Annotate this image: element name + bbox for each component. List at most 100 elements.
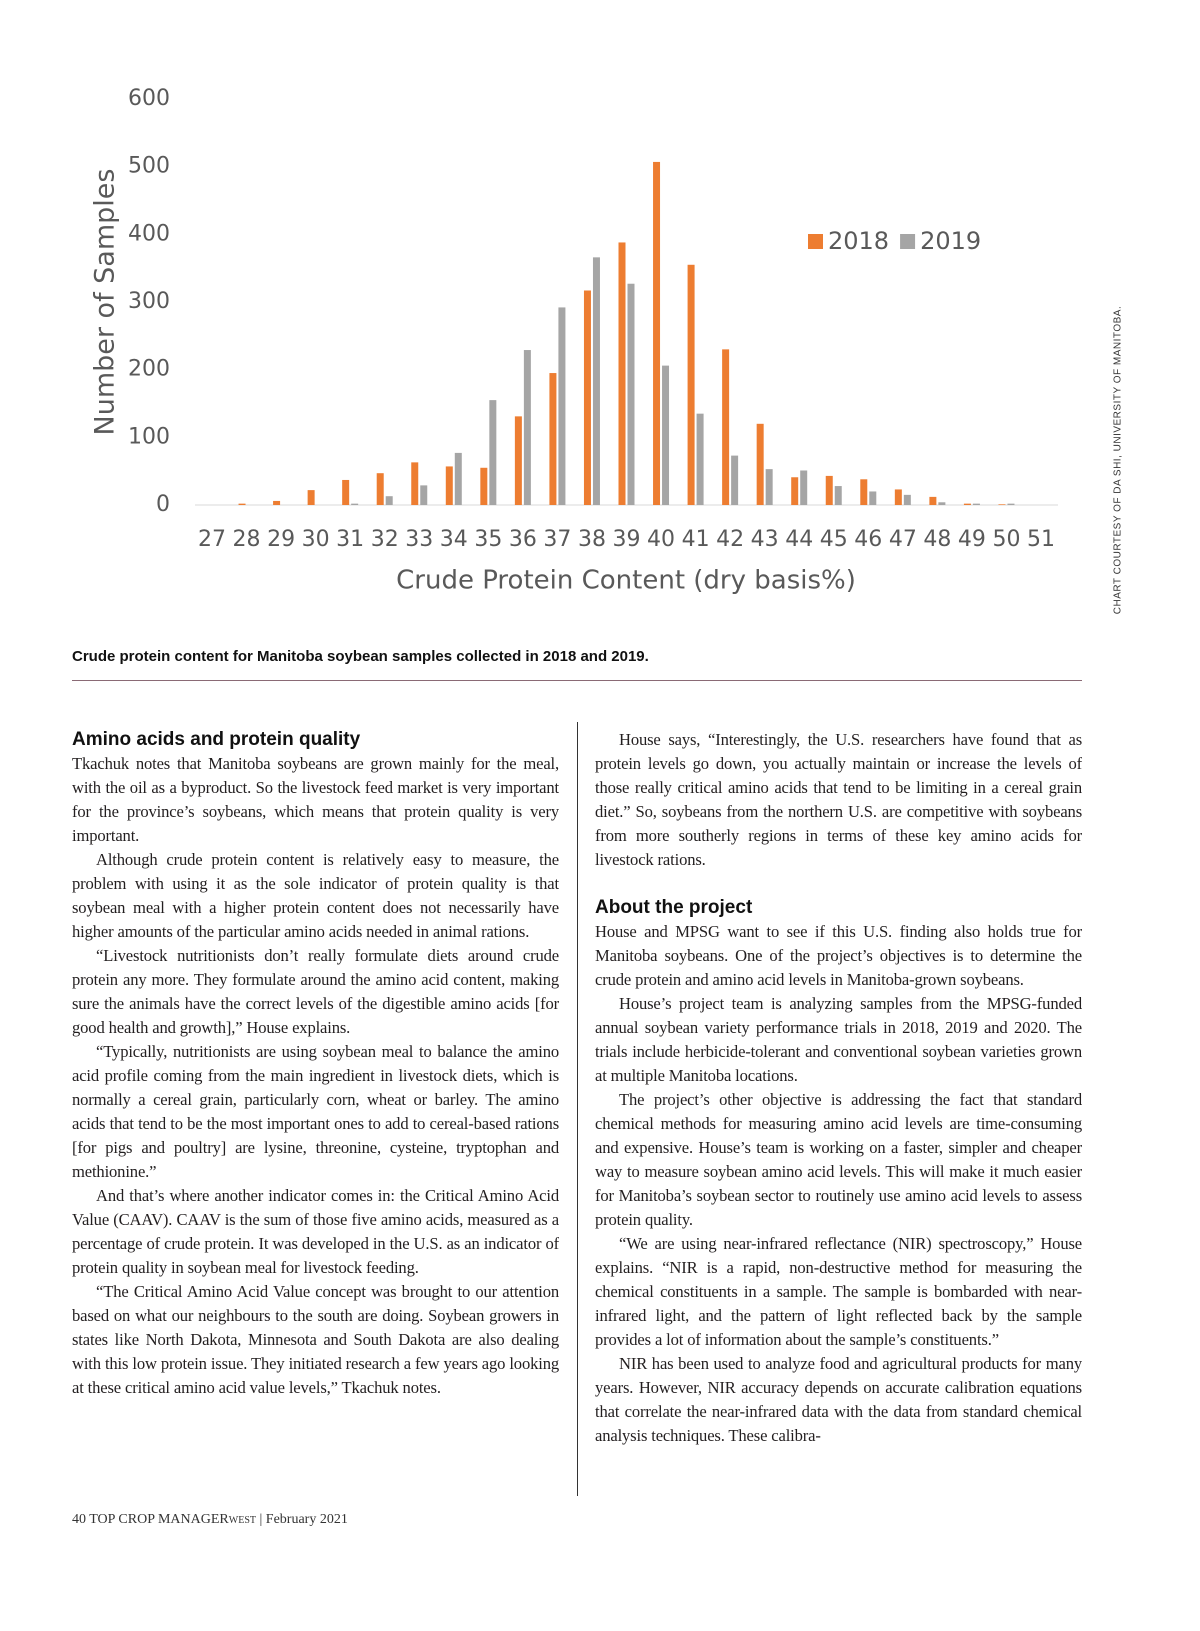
x-tick-label: 51 xyxy=(1027,527,1055,552)
bar xyxy=(489,400,497,505)
bar xyxy=(662,365,670,505)
x-tick-label: 27 xyxy=(198,527,226,552)
bar xyxy=(480,467,488,505)
bar xyxy=(385,496,393,505)
bar xyxy=(731,455,739,505)
footer: 40 TOP CROP MANAGERWEST | February 2021 xyxy=(72,1512,348,1528)
bar xyxy=(963,503,971,505)
bar xyxy=(445,466,453,505)
x-tick-label: 39 xyxy=(613,527,641,552)
paragraph: “Livestock nutritionists don’t really fo… xyxy=(72,946,559,1037)
bar xyxy=(825,475,833,505)
bar xyxy=(722,349,730,505)
bar xyxy=(653,161,661,505)
x-tick-label: 43 xyxy=(751,527,779,552)
bar xyxy=(929,496,937,505)
page-number: 40 xyxy=(72,1512,86,1527)
x-tick-label: 32 xyxy=(371,527,399,552)
paragraph: And that’s where another indicator comes… xyxy=(72,1186,559,1277)
x-tick-label: 46 xyxy=(854,527,882,552)
edition: WEST xyxy=(228,1515,256,1526)
issue: | February 2021 xyxy=(259,1512,348,1527)
paragraph: “We are using near-infrared reflectance … xyxy=(595,1234,1082,1349)
right-column: House says, “Interestingly, the U.S. res… xyxy=(595,728,1082,1498)
x-tick-label: 33 xyxy=(405,527,433,552)
x-tick-label: 50 xyxy=(992,527,1020,552)
y-tick-label: 100 xyxy=(128,424,170,449)
paragraph: House says, “Interestingly, the U.S. res… xyxy=(595,730,1082,869)
bar xyxy=(756,423,764,505)
chart-credit: CHART COURTESY OF DA SHI, UNIVERSITY OF … xyxy=(1112,305,1124,615)
y-tick-label: 500 xyxy=(128,154,170,179)
x-tick-label: 47 xyxy=(889,527,917,552)
x-axis-title: Crude Protein Content (dry basis%) xyxy=(396,566,856,596)
x-tick-label: 41 xyxy=(682,527,710,552)
y-tick-label: 0 xyxy=(156,492,170,517)
bar xyxy=(860,479,868,505)
legend-label: 2018 xyxy=(828,227,889,255)
y-tick-label: 600 xyxy=(128,86,170,111)
y-tick-label: 200 xyxy=(128,357,170,382)
bar xyxy=(523,350,531,505)
magazine: TOP CROP MANAGER xyxy=(89,1512,229,1527)
bar xyxy=(411,462,419,505)
bar xyxy=(592,257,600,505)
legend-swatch xyxy=(808,234,823,249)
y-tick-label: 300 xyxy=(128,289,170,314)
bar xyxy=(972,503,980,505)
x-tick-label: 31 xyxy=(336,527,364,552)
bar xyxy=(549,373,557,505)
caption: Crude protein content for Manitoba soybe… xyxy=(72,648,649,665)
left-column: Amino acids and protein quality Tkachuk … xyxy=(72,728,559,1498)
rule xyxy=(72,680,1082,681)
x-tick-label: 29 xyxy=(267,527,295,552)
bar xyxy=(998,504,1006,505)
bar xyxy=(696,413,704,505)
x-tick-label: 37 xyxy=(543,527,571,552)
paragraph: House’s project team is analyzing sample… xyxy=(595,994,1082,1085)
bar xyxy=(791,477,799,505)
bar xyxy=(558,307,566,505)
paragraph: Tkachuk notes that Manitoba soybeans are… xyxy=(72,754,559,845)
x-tick-label: 40 xyxy=(647,527,675,552)
column-divider xyxy=(577,722,578,1496)
x-tick-label: 28 xyxy=(233,527,261,552)
paragraph: The project’s other objective is address… xyxy=(595,1090,1082,1229)
paragraph: NIR has been used to analyze food and ag… xyxy=(595,1354,1082,1445)
x-tick-label: 35 xyxy=(474,527,502,552)
x-tick-label: 48 xyxy=(923,527,951,552)
bar xyxy=(273,500,281,505)
bar xyxy=(765,469,773,505)
bar xyxy=(1007,503,1015,505)
bar xyxy=(938,502,946,505)
x-tick-label: 34 xyxy=(440,527,468,552)
x-tick-label: 30 xyxy=(302,527,330,552)
bar xyxy=(583,290,591,505)
legend-swatch xyxy=(900,234,916,249)
bar xyxy=(627,283,635,505)
bar xyxy=(454,452,462,505)
bar xyxy=(514,416,522,505)
bar xyxy=(618,242,626,505)
legend-label: 2019 xyxy=(920,227,981,255)
bar xyxy=(307,490,315,505)
x-tick-label: 38 xyxy=(578,527,606,552)
paragraph: “Typically, nutritionists are using soyb… xyxy=(72,1042,559,1181)
bar xyxy=(420,485,428,505)
bar xyxy=(238,503,246,505)
paragraph: Although crude protein content is relati… xyxy=(72,850,559,941)
x-tick-label: 49 xyxy=(958,527,986,552)
bar xyxy=(903,494,911,505)
x-tick-label: 36 xyxy=(509,527,537,552)
paragraph: “The Critical Amino Acid Value concept w… xyxy=(72,1282,559,1397)
bar xyxy=(376,473,384,505)
bar xyxy=(687,264,695,505)
y-tick-label: 400 xyxy=(128,221,170,246)
bar xyxy=(834,486,842,505)
heading: About the project xyxy=(595,897,753,918)
x-tick-label: 44 xyxy=(785,527,813,552)
paragraph: House and MPSG want to see if this U.S. … xyxy=(595,922,1082,989)
bar xyxy=(800,470,808,505)
